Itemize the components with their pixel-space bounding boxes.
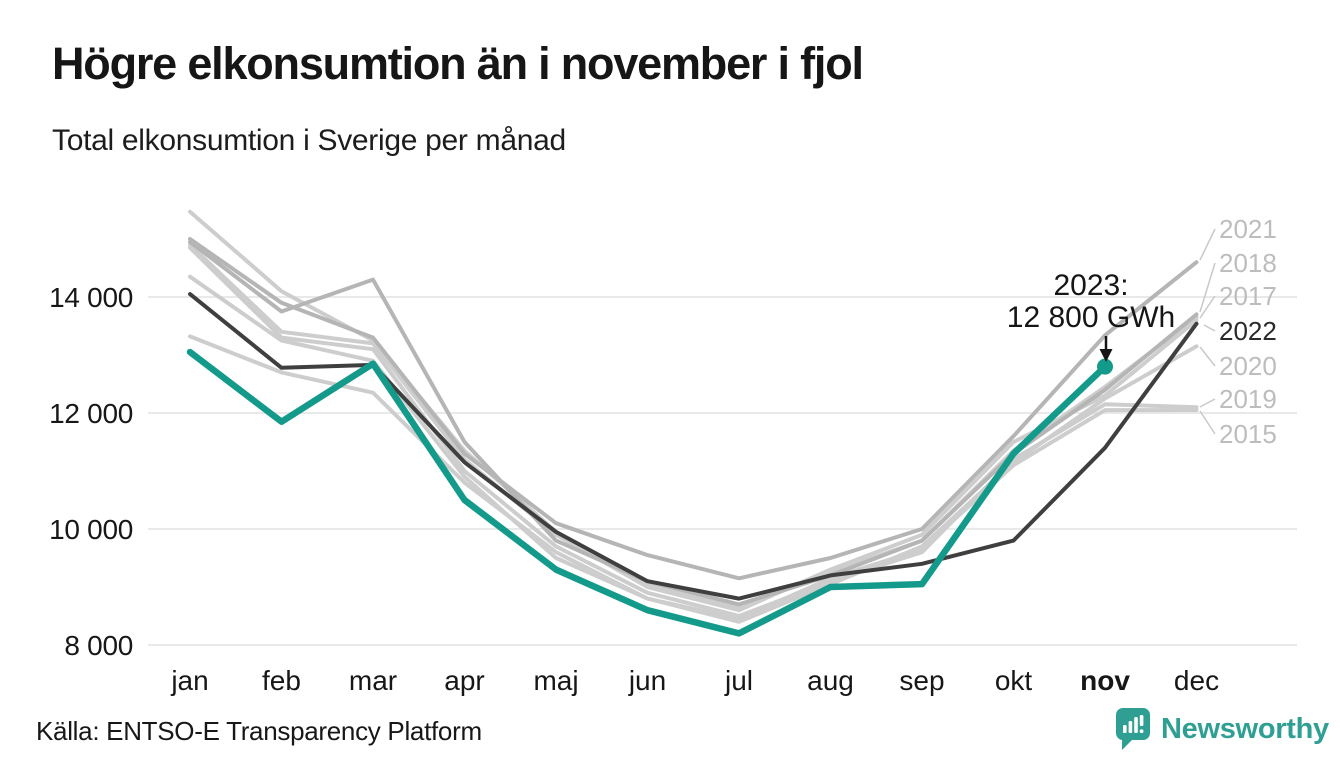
page-title: Högre elkonsumtion än i november i fjol xyxy=(52,38,864,89)
page-subtitle: Total elkonsumtion i Sverige per månad xyxy=(52,124,566,157)
line-2017 xyxy=(188,242,1199,613)
year-label-2019: 2019 xyxy=(1219,384,1277,414)
x-label-jul: jul xyxy=(724,665,753,696)
x-label-maj: maj xyxy=(533,665,578,696)
year-label-2017: 2017 xyxy=(1219,281,1277,311)
line-2021 xyxy=(188,237,1199,581)
annotation-value: 12 800 GWh xyxy=(1007,301,1175,334)
year-label-2022: 2022 xyxy=(1219,316,1277,346)
leader-2017 xyxy=(1199,295,1216,319)
x-label-jun: jun xyxy=(628,665,666,696)
annotation-layer: 2023: 12 800 GWh xyxy=(1007,269,1175,362)
x-label-sep: sep xyxy=(899,665,944,696)
leader-2019 xyxy=(1199,398,1216,408)
year-label-2018: 2018 xyxy=(1219,248,1277,278)
line-2015 xyxy=(188,334,1199,621)
source-credit: Källa: ENTSO-E Transparency Platform xyxy=(36,716,482,746)
y-label-8000: 8 000 xyxy=(64,630,133,661)
line-2020 xyxy=(188,274,1199,624)
line-2022 xyxy=(188,292,1199,601)
line-2023 xyxy=(186,348,1109,637)
x-label-okt: okt xyxy=(995,665,1033,696)
leader-2015 xyxy=(1199,410,1216,435)
x-label-jan: jan xyxy=(170,665,208,696)
leader-2021 xyxy=(1199,228,1216,261)
year-label-2015: 2015 xyxy=(1219,419,1277,449)
x-label-aug: aug xyxy=(807,665,854,696)
leader-2020 xyxy=(1199,346,1216,367)
gridlines xyxy=(148,296,1297,646)
x-label-dec: dec xyxy=(1174,665,1219,696)
series-lines xyxy=(186,209,1199,637)
bar-chart-glyph xyxy=(1123,715,1144,733)
newsworthy-icon xyxy=(1116,708,1150,750)
year-label-2020: 2020 xyxy=(1219,351,1277,381)
y-label-12000: 12 000 xyxy=(49,398,133,429)
annotation-arrowhead xyxy=(1099,349,1113,362)
annotation-year: 2023: xyxy=(1053,269,1128,302)
x-label-mar: mar xyxy=(349,665,397,696)
newsworthy-logo: Newsworthy xyxy=(1116,708,1329,750)
leader-2018 xyxy=(1199,262,1216,313)
y-label-10000: 10 000 xyxy=(49,514,133,545)
highlight-dot-2023-nov xyxy=(1097,358,1113,375)
leader-2022 xyxy=(1203,324,1216,332)
x-label-nov: nov xyxy=(1080,665,1130,696)
newsworthy-wordmark: Newsworthy xyxy=(1161,712,1329,745)
year-label-2021: 2021 xyxy=(1219,214,1277,244)
x-label-apr: apr xyxy=(444,665,484,696)
line-2016 xyxy=(188,209,1199,610)
x-label-feb: feb xyxy=(262,665,301,696)
y-label-14000: 14 000 xyxy=(49,282,133,313)
axis-and-year-labels: 8 000 10 000 12 000 14 000 jan feb mar apr maj ju… xyxy=(49,214,1277,696)
